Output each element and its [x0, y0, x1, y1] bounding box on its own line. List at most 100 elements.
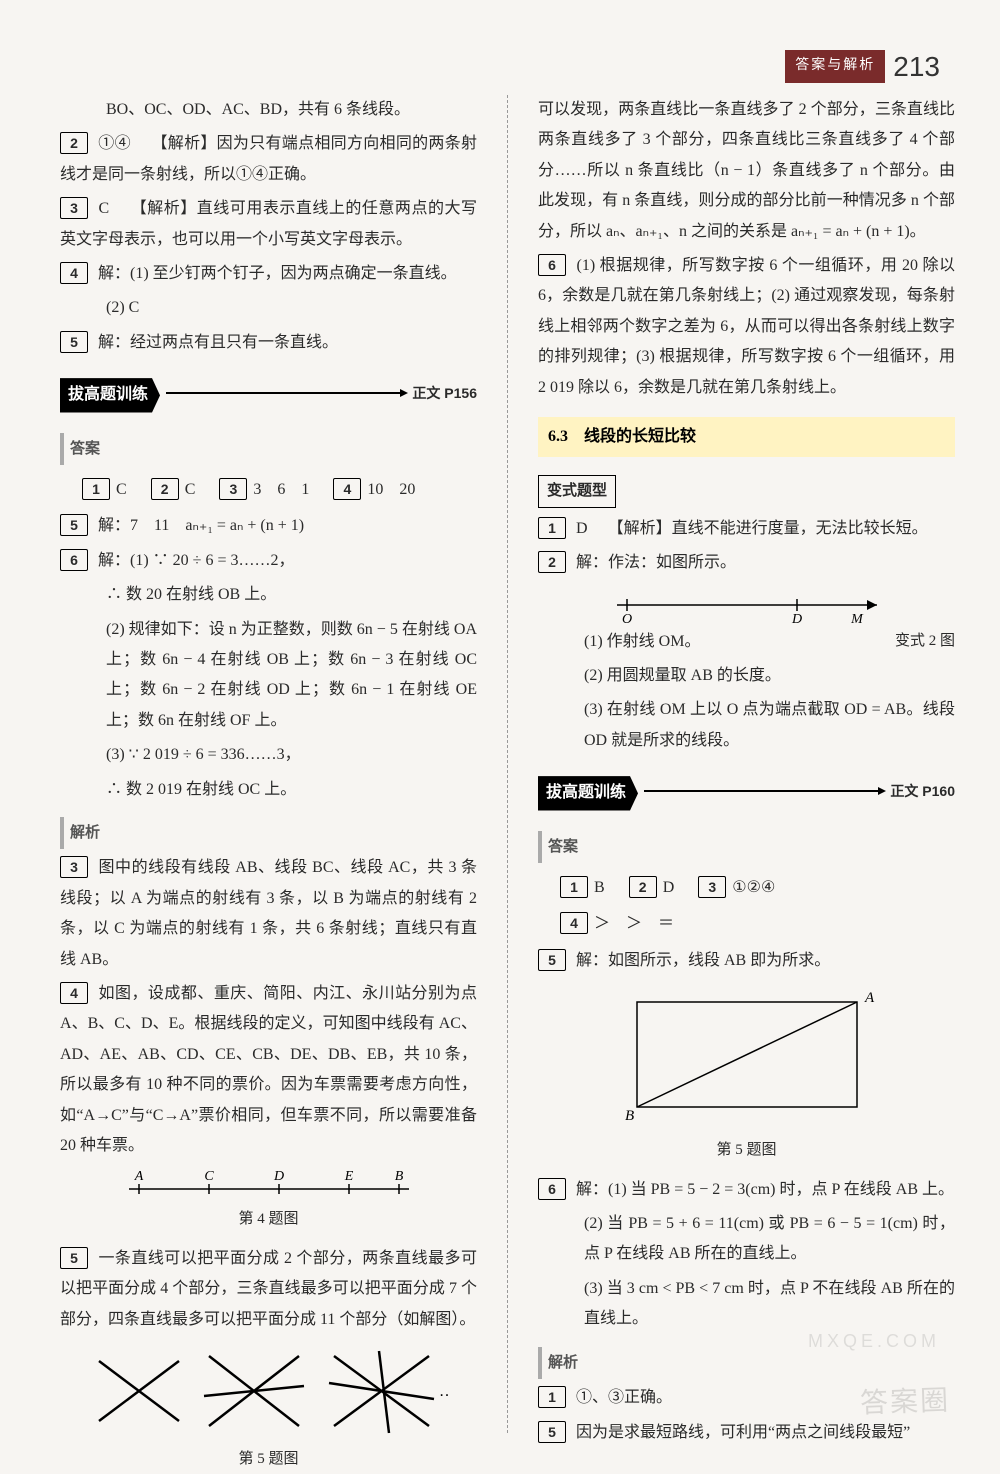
bar-arrow-line [644, 790, 884, 792]
answer-item: 5 解：如图所示，线段 AB 即为所求。 [538, 946, 955, 976]
question-number: 4 [60, 262, 88, 284]
answer-text: 3 6 1 [253, 481, 309, 498]
page-number: 213 [893, 40, 940, 93]
answer-text: 10 20 [367, 481, 415, 498]
answer-item: 5 一条直线可以把平面分成 2 个部分，两条直线最多可以把平面分成 4 个部分，… [60, 1244, 477, 1335]
question-number: 4 [60, 982, 88, 1004]
answers-label: 答案 [60, 433, 110, 466]
answer-item: 2 解：作法：如图所示。 [538, 548, 955, 578]
text-line: (2) 当 PB = 5 + 6 = 11(cm) 或 PB = 6 − 5 =… [538, 1209, 955, 1270]
answer-text: ①②④ [732, 879, 775, 896]
right-column: 可以发现，两条直线比一条直线多了 2 个部分，三条直线比两条直线多了 3 个部分… [538, 95, 955, 1433]
question-number: 5 [60, 514, 88, 536]
answer-text: B [594, 879, 605, 896]
answers-label: 答案 [538, 831, 588, 864]
question-number: 3 [698, 876, 726, 898]
svg-text:…: … [439, 1383, 449, 1400]
page-header: 答案与解析 213 [785, 40, 940, 93]
question-number: 4 [560, 912, 588, 934]
text-line: (2) 用圆规量取 AB 的长度。 [538, 661, 955, 691]
text-line: 如图，设成都、重庆、简阳、内江、永川站分别为点 A、B、C、D、E。根据线段的定… [60, 985, 477, 1154]
question-number: 1 [538, 517, 566, 539]
question-number: 6 [538, 1178, 566, 1200]
figure-caption-inline: 变式 2 图 [895, 627, 955, 656]
text-line: 解：(1) 至少钉两个钉子，因为两点确定一条直线。 [98, 265, 457, 282]
explanation-text: 【解析】直线不能进行度量，无法比较长短。 [608, 520, 928, 537]
inline-answers: 1B 2D 3①②④ [556, 873, 955, 903]
question-number: 4 [333, 478, 361, 500]
explanation-label: 解析 [538, 1347, 588, 1380]
answer-item: 5 解：经过两点有且只有一条直线。 [60, 328, 477, 358]
explanation-text: 【解析】直线可用表示直线上的任意两点的大写英文字母表示，也可以用一个小写英文字母… [60, 200, 477, 247]
text-line: 一条直线可以把平面分成 2 个部分，两条直线最多可以把平面分成 4 个部分，三条… [60, 1250, 477, 1328]
column-divider [507, 95, 508, 1433]
section-bar: 拔高题训练 正文 P156 [60, 368, 477, 418]
text-line: BO、OC、OD、AC、BD，共有 6 条线段。 [60, 95, 477, 125]
left-column: BO、OC、OD、AC、BD，共有 6 条线段。 2 ①④ 【解析】因为只有端点… [60, 95, 477, 1433]
question-number: 5 [538, 949, 566, 971]
inline-answers: 4 ＞ ＞ ＝ [556, 909, 955, 939]
answer-item: 3 C 【解析】直线可用表示直线上的任意两点的大写英文字母表示，也可以用一个小写… [60, 194, 477, 255]
bar-reference: 正文 P156 [412, 380, 477, 407]
text-line: (2) C [60, 293, 477, 323]
answer-text: D [576, 520, 588, 537]
text-line: 解：作法：如图所示。 [576, 554, 736, 571]
answer-item: 5 解：7 11 aₙ₊₁ = aₙ + (n + 1) [60, 511, 477, 541]
question-number: 3 [60, 197, 88, 219]
answer-item: 6 解：(1) ∵ 20 ÷ 6 = 3……2， [60, 546, 477, 576]
question-number: 2 [151, 478, 179, 500]
answer-text: C [99, 200, 110, 217]
text-line: 解：如图所示，线段 AB 即为所求。 [576, 952, 830, 969]
question-number: 6 [538, 254, 566, 276]
text-line: ∴ 数 2 019 在射线 OC 上。 [60, 775, 477, 805]
svg-text:O: O [621, 612, 631, 625]
question-number: 1 [560, 876, 588, 898]
text-line: (3) ∵ 2 019 ÷ 6 = 336……3， [60, 740, 477, 770]
answer-item: 2 ①④ 【解析】因为只有端点相同方向相同的两条射线才是同一条射线，所以①④正确… [60, 129, 477, 190]
answer-text: D [663, 879, 675, 896]
text-line: ∴ 数 20 在射线 OB 上。 [60, 580, 477, 610]
question-number: 3 [60, 856, 88, 878]
question-number: 2 [538, 551, 566, 573]
answer-item: 4 如图，设成都、重庆、简阳、内江、永川站分别为点 A、B、C、D、E。根据线段… [60, 979, 477, 1161]
svg-text:A: A [864, 990, 875, 1006]
answer-text: ①④ [98, 135, 131, 152]
answer-item: 1 D 【解析】直线不能进行度量，无法比较长短。 [538, 514, 955, 544]
bar-reference: 正文 P160 [890, 778, 955, 805]
section-heading: 6.3 线段的长短比较 [538, 417, 955, 457]
question-number: 6 [60, 549, 88, 571]
question-number: 1 [82, 478, 110, 500]
figure-caption: 第 5 题图 [60, 1445, 477, 1474]
question-number: 1 [538, 1386, 566, 1408]
bar-arrow-line [166, 392, 406, 394]
text-line: (1) 作射线 OM。 变式 2 图 [538, 627, 955, 657]
text-line: 因为是求最短路线，可利用“两点之间线段最短” [576, 1424, 910, 1441]
section-bar: 拔高题训练 正文 P160 [538, 766, 955, 816]
question-number: 5 [60, 1247, 88, 1269]
ray-figure: O D M [597, 585, 897, 625]
text-line: 解：(1) ∵ 20 ÷ 6 = 3……2， [98, 552, 294, 569]
svg-text:E: E [343, 1169, 353, 1184]
explanation-label: 解析 [60, 817, 110, 850]
svg-text:A: A [133, 1169, 143, 1184]
text-line: (1) 根据规律，所写数字按 6 个一组循环，用 20 除以 6，余数是几就在第… [538, 257, 955, 396]
answer-item: 4 解：(1) 至少钉两个钉子，因为两点确定一条直线。 [60, 259, 477, 289]
answer-text: ＞ ＞ ＝ [594, 915, 674, 932]
bar-label: 拔高题训练 [60, 378, 160, 412]
lines-figure: … [89, 1341, 449, 1441]
svg-text:D: D [790, 612, 801, 625]
question-number: 5 [538, 1421, 566, 1443]
question-number: 5 [60, 331, 88, 353]
answer-text: C [185, 481, 196, 498]
rectangle-figure: A B [607, 982, 887, 1132]
svg-text:C: C [204, 1169, 214, 1184]
text-line: (2) 规律如下：设 n 为正整数，则数 6n − 5 在射线 OA 上；数 6… [60, 615, 477, 737]
answer-text: C [116, 481, 127, 498]
text-line: 可以发现，两条直线比一条直线多了 2 个部分，三条直线比两条直线多了 3 个部分… [538, 95, 955, 247]
svg-text:M: M [850, 612, 864, 625]
figure-caption: 第 4 题图 [60, 1205, 477, 1234]
question-number: 2 [60, 132, 88, 154]
svg-text:B: B [625, 1108, 634, 1124]
bar-label: 拔高题训练 [538, 776, 638, 810]
answer-item: 3 图中的线段有线段 AB、线段 BC、线段 AC，共 3 条线段；以 A 为端… [60, 853, 477, 975]
